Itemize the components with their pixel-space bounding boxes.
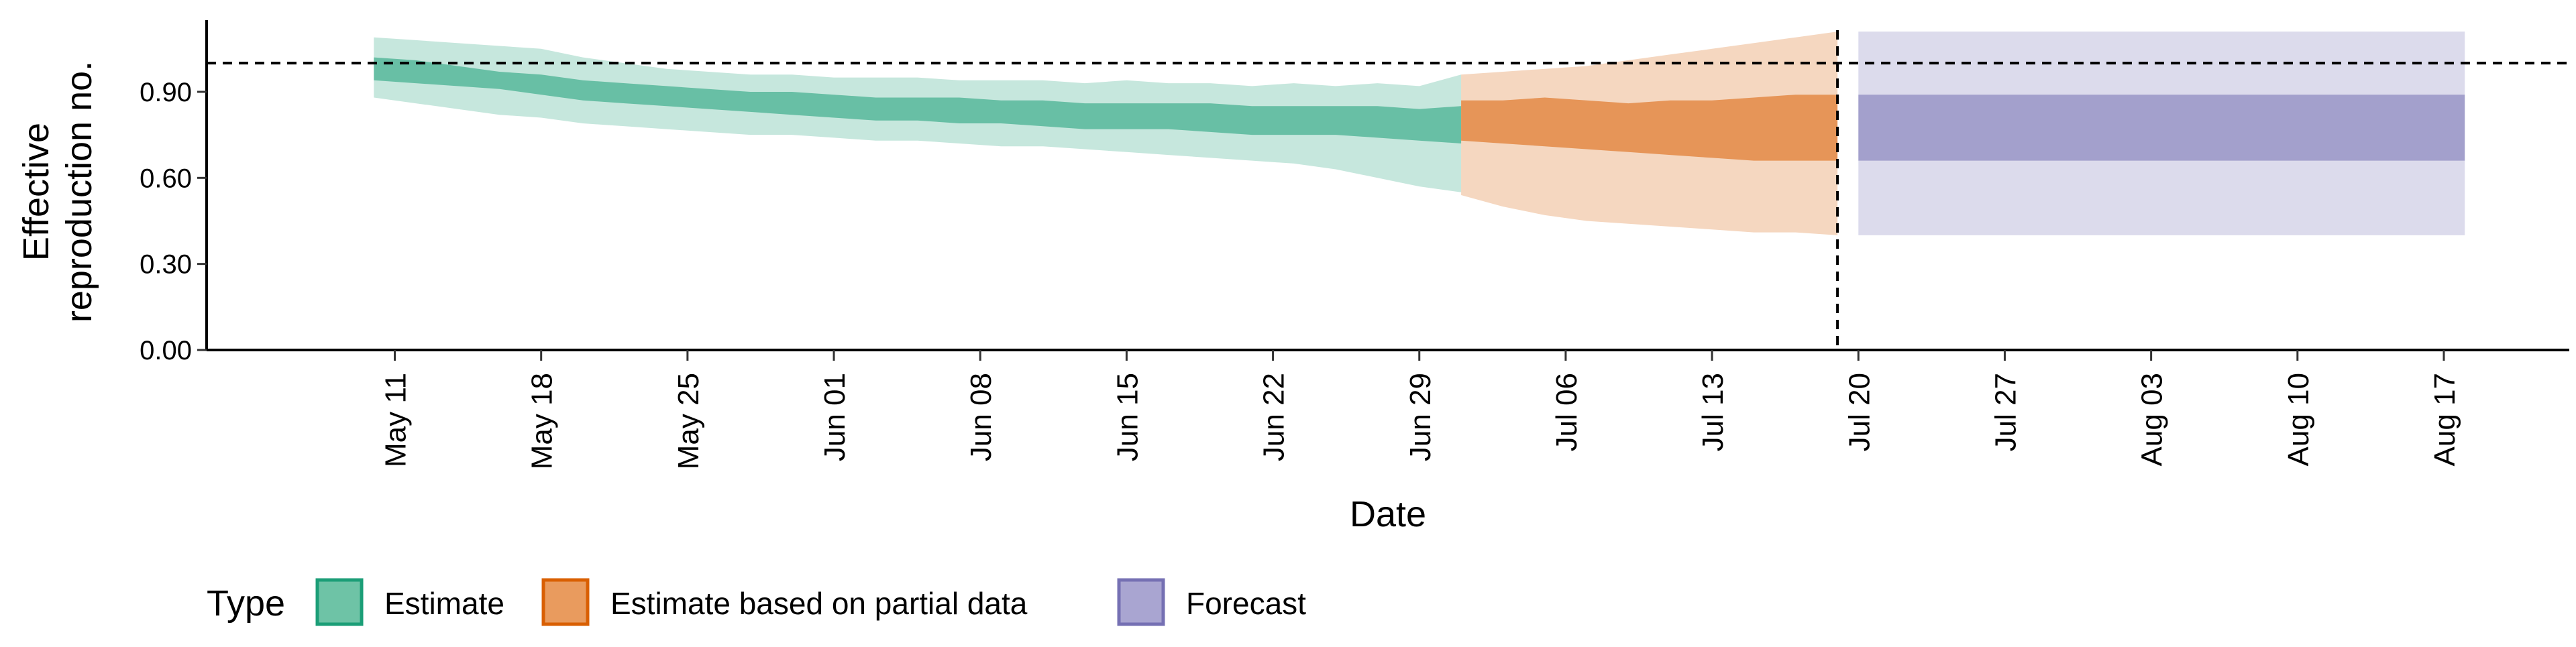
- legend-label-0: Estimate: [384, 586, 504, 621]
- y-tick-label: 0.90: [140, 78, 192, 107]
- x-tick-label: Aug 03: [2136, 373, 2169, 466]
- x-axis-title: Date: [1350, 494, 1426, 534]
- legend-key-0: [315, 578, 364, 626]
- reference-lines: [207, 30, 2569, 350]
- x-tick-label: May 11: [380, 373, 413, 467]
- legend-title: Type: [207, 583, 285, 624]
- legend: Type Estimate Estimate based on partial da…: [207, 578, 1306, 626]
- x-tick-label: Aug 17: [2428, 373, 2461, 466]
- x-tick-label: Jul 20: [1843, 373, 1876, 451]
- x-tick-label: Jun 08: [965, 373, 998, 461]
- x-tick-label: Aug 10: [2282, 373, 2315, 466]
- legend-key-1: [541, 578, 590, 626]
- estimate-inner-band: [374, 57, 1462, 143]
- estimate-based-on-partial-data-inner-band: [1461, 95, 1838, 161]
- x-tick-label: Jun 22: [1258, 373, 1291, 461]
- legend-key-2: [1117, 578, 1165, 626]
- x-tick-label: Jul 06: [1550, 373, 1583, 451]
- y-axis-title-line: Effective: [16, 123, 56, 261]
- x-tick-label: Jul 27: [1989, 373, 2022, 451]
- axes: 0.00 0.30 0.60 0.90 May 11 May 18 May 25 Jun 01…: [16, 20, 2569, 534]
- y-axis-title-line: reproduction no.: [59, 61, 99, 322]
- x-tick-label: May 25: [672, 373, 705, 469]
- y-tick-label: 0.60: [140, 164, 192, 193]
- x-tick-label: Jun 15: [1111, 373, 1144, 461]
- x-tick-label: Jul 13: [1697, 373, 1729, 451]
- x-tick-label: May 18: [526, 373, 559, 469]
- y-tick-label: 0.00: [140, 336, 192, 365]
- legend-label-1: Estimate based on partial data: [610, 586, 1028, 621]
- y-axis-title: Effectivereproduction no.: [16, 61, 99, 322]
- x-tick-label: Jun 29: [1404, 373, 1437, 461]
- credible-interval-bands: [374, 32, 2465, 235]
- forecast-inner-band: [1858, 95, 2465, 161]
- x-tick-label: Jun 01: [818, 373, 851, 461]
- y-tick-label: 0.30: [140, 250, 192, 280]
- legend-label-2: Forecast: [1186, 586, 1306, 621]
